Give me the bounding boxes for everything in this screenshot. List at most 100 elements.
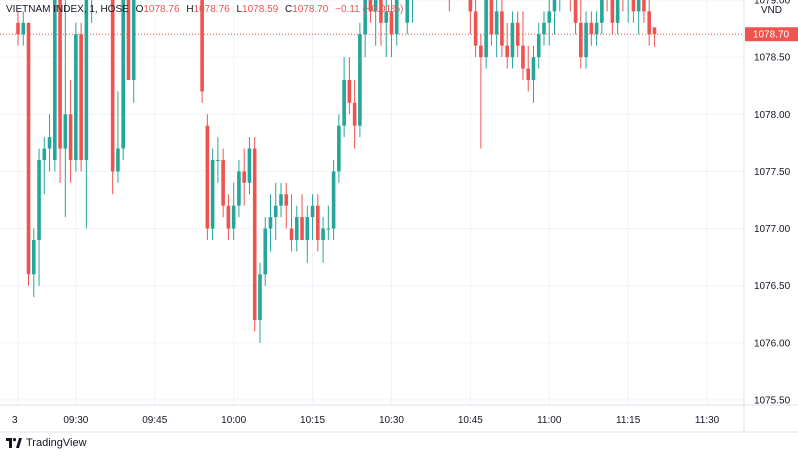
high-label: H (186, 4, 194, 15)
candle-up (74, 34, 78, 160)
x-tick-label: 11:15 (616, 415, 641, 426)
candle-down (579, 22, 583, 58)
candle-up (47, 137, 52, 149)
x-tick-label: 10:15 (300, 415, 325, 426)
close-value: 1078.70 (292, 4, 329, 15)
brand-name: TradingView (26, 437, 87, 449)
candle-up (484, 0, 488, 58)
candle-up (305, 217, 310, 240)
y-tick-label: 1075.50 (754, 396, 791, 407)
x-tick-label: 10:45 (458, 415, 483, 426)
candle-down (500, 11, 504, 46)
candle-down (16, 22, 20, 35)
y-tick-label: 1079.00 (754, 0, 791, 6)
open-label: O (135, 4, 144, 15)
candle-down (68, 114, 73, 160)
candle-down (347, 79, 352, 103)
candle-down (300, 217, 304, 240)
symbol-name: VIETNAM INDEX, 1, HOSE (6, 4, 129, 15)
candle-up (373, 0, 378, 12)
x-tick-label: 11:00 (537, 415, 562, 426)
candle-up (84, 0, 89, 160)
candle-down (316, 205, 320, 240)
candle-down (515, 22, 520, 46)
high-value: 1078.76 (193, 4, 230, 15)
candle-down (221, 159, 225, 206)
candle-down (252, 148, 257, 320)
candle-down (126, 0, 131, 80)
candle-up (237, 171, 241, 206)
y-tick-label: 1077.50 (754, 167, 791, 178)
currency-label: VND (760, 5, 782, 16)
candle-down (468, 0, 473, 12)
candle-up (510, 22, 515, 58)
candle-up (594, 22, 599, 35)
candle-down (289, 228, 294, 240)
low-label: L (236, 4, 243, 15)
candle-up (121, 0, 125, 149)
candle-down (589, 22, 594, 35)
candle-down (631, 0, 636, 12)
tradingview-logo[interactable]: TradingView (6, 437, 87, 449)
candle-up (131, 0, 136, 80)
low-value: 1078.59 (242, 4, 279, 15)
candle-down (479, 45, 483, 58)
candle-up (116, 148, 120, 172)
price-axis: 1075.50 1076.00 1076.50 1077.00 1077.50 1078.… (754, 0, 791, 407)
candle-up (636, 0, 641, 12)
x-tick-label: 11:30 (695, 415, 720, 426)
candle-up (210, 159, 215, 229)
candle-down (242, 171, 246, 183)
candle-up (547, 11, 552, 23)
candle-up (326, 228, 331, 230)
y-tick-label: 1076.50 (754, 281, 791, 292)
candle-down (610, 0, 615, 23)
y-tick-label: 1078.00 (754, 110, 791, 121)
candle-up (263, 228, 268, 275)
x-tick-label: 09:45 (142, 415, 167, 426)
x-tick-label: 3 (12, 415, 18, 426)
y-tick-label: 1078.50 (754, 53, 791, 64)
candle-up (494, 11, 499, 35)
x-tick-label: 10:00 (221, 415, 246, 426)
candle-up (216, 159, 220, 161)
candle-down (573, 0, 578, 23)
candle-down (200, 0, 204, 92)
last-price-tag: 1078.70 (745, 27, 798, 42)
candle-up (53, 0, 57, 160)
candle-down (226, 205, 231, 229)
candle-down (647, 11, 651, 35)
candles (16, 0, 657, 343)
candle-up (363, 0, 367, 35)
candle-down (352, 102, 357, 126)
close-label: C (284, 4, 293, 15)
candle-up (31, 239, 36, 275)
symbol-legend: VIETNAM INDEX, 1, HOSE O1078.76 H1078.76… (6, 4, 403, 15)
last-price-label: 1078.70 (753, 30, 790, 41)
candle-up (37, 159, 41, 240)
candle-down (368, 0, 373, 12)
candle-up (405, 0, 410, 23)
candle-down (505, 45, 509, 58)
candle-up (536, 34, 541, 58)
y-tick-label: 1076.00 (754, 338, 791, 349)
candle-up (279, 194, 283, 206)
candle-up (268, 217, 273, 229)
candle-down (58, 0, 62, 149)
candle-up (384, 11, 388, 23)
candle-down (379, 0, 383, 23)
candle-up (552, 0, 557, 12)
candle-up (42, 148, 47, 160)
candle-down (489, 0, 494, 35)
x-tick-label: 09:30 (63, 415, 88, 426)
y-tick-label: 1077.00 (754, 224, 791, 235)
candle-up (21, 22, 26, 35)
candle-up (342, 79, 346, 126)
candle-down (284, 194, 289, 206)
candle-up (358, 34, 362, 126)
candle-up (294, 217, 299, 240)
last-price-tag-bg (745, 27, 798, 42)
candle-down (389, 11, 394, 35)
